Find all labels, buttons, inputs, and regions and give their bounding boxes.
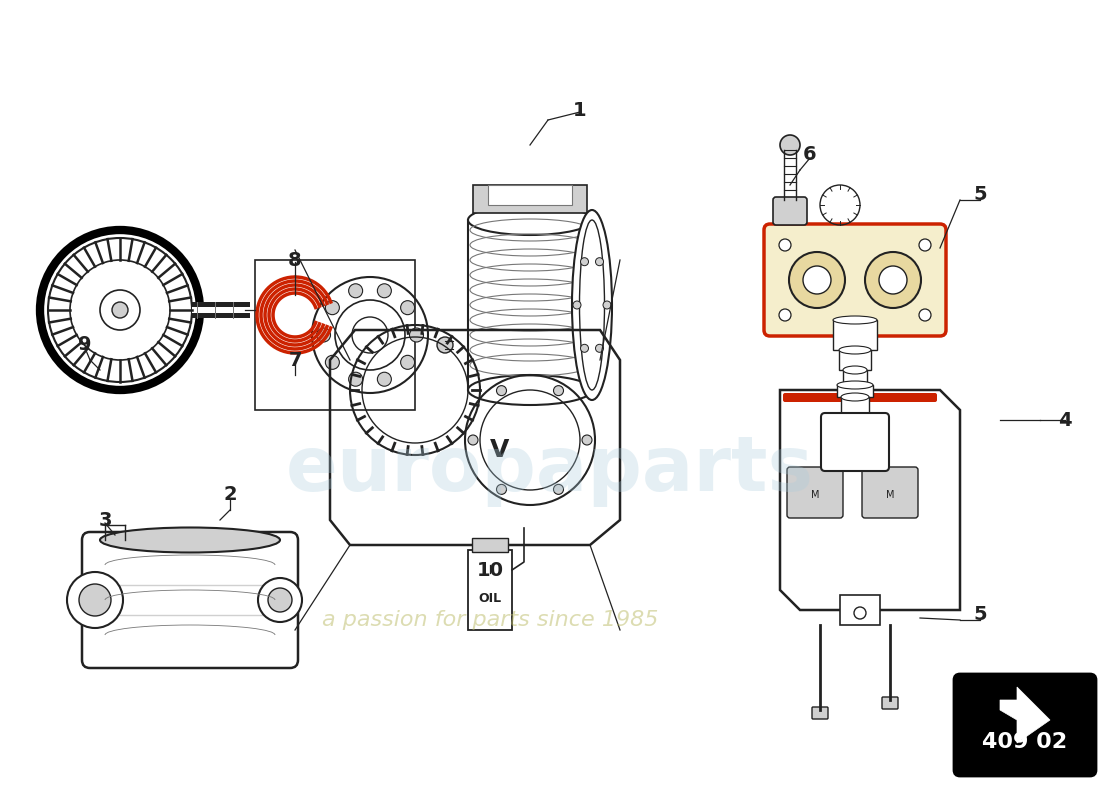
Text: 9: 9 — [78, 335, 91, 354]
Circle shape — [595, 344, 604, 352]
Bar — [192, 307, 250, 313]
Ellipse shape — [572, 210, 612, 400]
Polygon shape — [780, 390, 960, 610]
Text: M: M — [811, 490, 819, 500]
Circle shape — [349, 284, 363, 298]
FancyBboxPatch shape — [82, 532, 298, 668]
Text: 3: 3 — [98, 510, 112, 530]
Circle shape — [67, 572, 123, 628]
Ellipse shape — [580, 220, 605, 390]
Circle shape — [879, 266, 908, 294]
Polygon shape — [1000, 687, 1050, 743]
Circle shape — [326, 355, 340, 370]
FancyBboxPatch shape — [764, 224, 946, 336]
Circle shape — [573, 301, 581, 309]
Circle shape — [496, 484, 506, 494]
Circle shape — [352, 317, 388, 353]
Polygon shape — [1005, 692, 1055, 748]
Circle shape — [468, 435, 478, 445]
FancyBboxPatch shape — [812, 707, 828, 719]
FancyBboxPatch shape — [821, 413, 889, 471]
Circle shape — [409, 328, 424, 342]
Circle shape — [553, 386, 563, 396]
Bar — [840, 595, 880, 625]
Bar — [488, 185, 572, 205]
Circle shape — [918, 239, 931, 251]
Text: 4: 4 — [1058, 410, 1071, 430]
Text: 10: 10 — [476, 561, 504, 579]
Text: europaparts: europaparts — [286, 433, 814, 507]
Circle shape — [326, 301, 340, 314]
Bar — [837, 385, 873, 397]
Ellipse shape — [837, 381, 873, 389]
Bar — [843, 370, 867, 385]
Circle shape — [553, 484, 563, 494]
Circle shape — [789, 252, 845, 308]
Text: a passion for parts since 1985: a passion for parts since 1985 — [322, 610, 658, 630]
Bar — [192, 302, 250, 318]
Bar — [472, 538, 508, 552]
Circle shape — [377, 284, 392, 298]
Text: 5: 5 — [974, 186, 987, 205]
Circle shape — [437, 337, 453, 353]
FancyBboxPatch shape — [882, 697, 898, 709]
Circle shape — [349, 372, 363, 386]
Circle shape — [400, 301, 415, 314]
Ellipse shape — [839, 346, 871, 354]
Circle shape — [779, 239, 791, 251]
Text: 6: 6 — [803, 146, 817, 165]
Bar — [473, 185, 587, 213]
Circle shape — [377, 372, 392, 386]
Circle shape — [595, 258, 604, 266]
FancyBboxPatch shape — [954, 674, 1096, 776]
Circle shape — [779, 309, 791, 321]
Text: OIL: OIL — [478, 591, 502, 605]
Circle shape — [803, 266, 830, 294]
Text: 5: 5 — [974, 606, 987, 625]
Circle shape — [112, 302, 128, 318]
Text: M: M — [886, 490, 894, 500]
Text: 8: 8 — [288, 250, 301, 270]
FancyBboxPatch shape — [786, 467, 843, 518]
Text: V: V — [491, 438, 509, 462]
Circle shape — [854, 607, 866, 619]
FancyBboxPatch shape — [783, 393, 937, 402]
Text: 2: 2 — [223, 486, 236, 505]
Circle shape — [268, 588, 292, 612]
Bar — [98, 585, 282, 615]
Circle shape — [865, 252, 921, 308]
Circle shape — [918, 309, 931, 321]
Text: 409 02: 409 02 — [982, 732, 1068, 752]
Circle shape — [258, 578, 303, 622]
Bar — [255, 260, 415, 410]
Bar — [842, 397, 869, 417]
Circle shape — [400, 355, 415, 370]
Ellipse shape — [842, 393, 869, 401]
Ellipse shape — [843, 366, 867, 374]
FancyBboxPatch shape — [773, 197, 807, 225]
Circle shape — [79, 584, 111, 616]
Ellipse shape — [100, 527, 280, 553]
Text: 7: 7 — [288, 350, 301, 370]
Bar — [468, 550, 512, 630]
Ellipse shape — [468, 205, 592, 235]
Bar — [839, 350, 871, 370]
Text: 1: 1 — [573, 101, 586, 119]
Circle shape — [582, 435, 592, 445]
FancyBboxPatch shape — [862, 467, 918, 518]
Circle shape — [780, 135, 800, 155]
Bar — [468, 220, 592, 390]
Ellipse shape — [833, 316, 877, 324]
Circle shape — [496, 386, 506, 396]
Circle shape — [581, 344, 589, 352]
Ellipse shape — [468, 375, 592, 405]
Circle shape — [100, 290, 140, 330]
Circle shape — [317, 328, 330, 342]
Circle shape — [581, 258, 589, 266]
Circle shape — [603, 301, 611, 309]
Bar — [833, 320, 877, 350]
